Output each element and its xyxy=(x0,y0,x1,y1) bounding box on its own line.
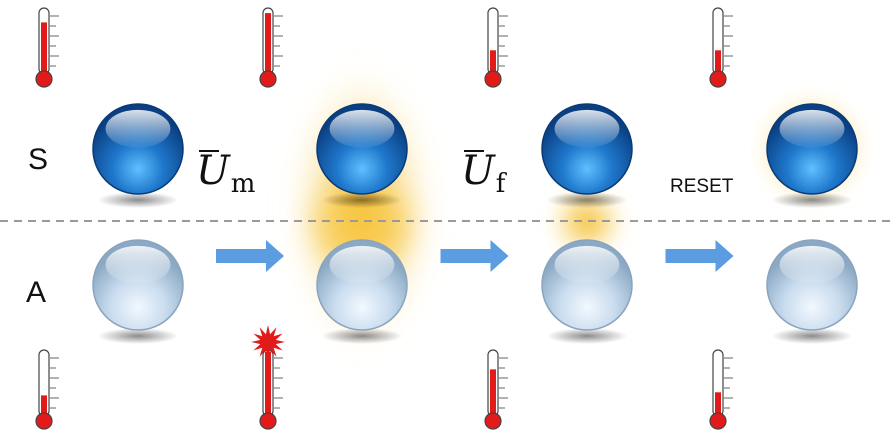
ancilla-sphere-4 xyxy=(766,239,858,344)
system-sphere-1 xyxy=(92,103,184,208)
ancilla-sphere-4-shadow xyxy=(771,328,853,344)
sphere-layer xyxy=(92,103,858,344)
step-arrow-3 xyxy=(665,240,734,272)
ancilla-thermometer-1-bulb xyxy=(35,412,53,430)
ancilla-sphere-1-shadow xyxy=(97,328,179,344)
ancilla-thermometer-4-mercury xyxy=(715,392,721,416)
system-sphere-3 xyxy=(541,103,633,208)
thermometer-layer xyxy=(35,7,733,430)
feedback-operator-subscript: f xyxy=(495,169,506,199)
system-sphere-4-highlight xyxy=(779,109,845,148)
system-thermometer-2 xyxy=(259,7,283,88)
system-sphere-4 xyxy=(766,103,858,208)
ancilla-thermometer-4 xyxy=(709,349,733,430)
system-sphere-1-shadow xyxy=(97,192,179,208)
ancilla-thermometer-4-bulb xyxy=(709,412,727,430)
system-sphere-4-shadow xyxy=(771,192,853,208)
ancilla-sphere-2-shadow xyxy=(321,328,403,344)
system-thermometer-1-mercury xyxy=(41,22,47,74)
ancilla-thermometer-3 xyxy=(484,349,508,430)
system-sphere-3-highlight xyxy=(554,109,620,148)
system-thermometer-3-mercury xyxy=(490,50,496,74)
ancilla-thermometer-2 xyxy=(251,325,285,430)
ancilla-thermometer-1 xyxy=(35,349,59,430)
feedback-operator-symbol: U xyxy=(461,148,495,194)
ancilla-sphere-3-highlight xyxy=(554,245,620,284)
system-sphere-1-highlight xyxy=(105,109,171,148)
ancilla-sphere-3-shadow xyxy=(546,328,628,344)
system-thermometer-4-bulb xyxy=(709,70,727,88)
system-sphere-2-highlight xyxy=(329,109,395,148)
system-sphere-2-shadow xyxy=(321,192,403,208)
measurement-operator-subscript: m xyxy=(230,169,256,199)
measurement-operator-label: Um xyxy=(196,148,255,199)
system-thermometer-1-bulb xyxy=(35,70,53,88)
system-thermometer-4-mercury xyxy=(715,50,721,74)
reset-label: RESET xyxy=(670,176,734,197)
ancilla-thermometer-2-mercury xyxy=(265,352,271,416)
ancilla-label: A xyxy=(26,276,47,309)
system-thermometer-2-mercury xyxy=(265,13,271,75)
step-arrow-2 xyxy=(440,240,509,272)
step-arrow-1 xyxy=(216,240,284,272)
system-thermometer-4 xyxy=(709,7,733,88)
ancilla-sphere-1-highlight xyxy=(105,245,171,284)
ancilla-thermometer-2-bulb xyxy=(259,412,277,430)
feedback-operator-label: Uf xyxy=(461,148,505,199)
ancilla-sphere-1 xyxy=(92,239,184,344)
ancilla-thermometer-3-mercury xyxy=(490,369,496,416)
ancilla-sphere-3 xyxy=(541,239,633,344)
system-thermometer-3 xyxy=(484,7,508,88)
system-sphere-2 xyxy=(316,103,408,208)
system-sphere-3-shadow xyxy=(546,192,628,208)
system-thermometer-3-bulb xyxy=(484,70,502,88)
ancilla-thermometer-3-bulb xyxy=(484,412,502,430)
ancilla-sphere-2 xyxy=(316,239,408,344)
ancilla-sphere-4-highlight xyxy=(779,245,845,284)
arrow-layer xyxy=(216,240,734,272)
system-thermometer-2-bulb xyxy=(259,70,277,88)
ancilla-sphere-2-highlight xyxy=(329,245,395,284)
measurement-operator-symbol: U xyxy=(196,148,230,194)
ancilla-thermometer-1-mercury xyxy=(41,395,47,416)
explosion-burst-icon xyxy=(251,325,285,359)
system-label: S xyxy=(28,143,49,176)
system-thermometer-1 xyxy=(35,7,59,88)
